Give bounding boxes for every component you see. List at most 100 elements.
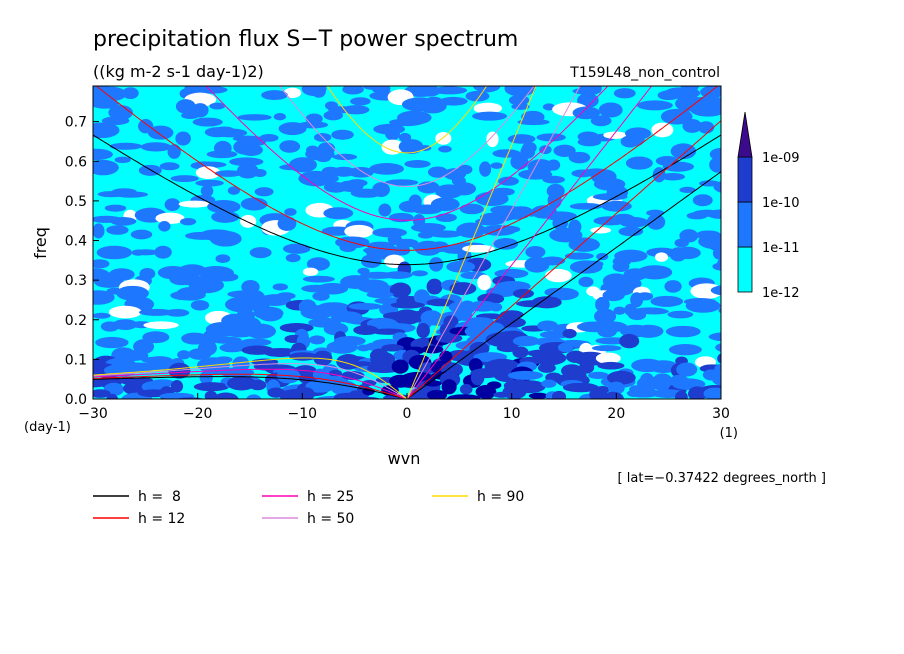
- spectrum-patch: [302, 267, 319, 276]
- spectrum-patch: [167, 144, 181, 159]
- spectrum-patch: [626, 388, 661, 398]
- spectrum-patch: [165, 308, 190, 317]
- spectrum-patch: [178, 200, 211, 208]
- spectrum-patch: [511, 103, 530, 110]
- legend-label: h = 50: [307, 511, 354, 527]
- legend-label: h = 90: [477, 489, 524, 505]
- spectrum-patch: [390, 301, 426, 309]
- spectrum-patch: [155, 212, 185, 224]
- spectrum-patch: [613, 88, 636, 99]
- spectrum-patch: [93, 148, 113, 161]
- spectrum-patch: [668, 344, 702, 356]
- colorbar-band: [737, 156, 753, 203]
- spectrum-patch: [176, 397, 204, 399]
- spectrum-patch: [207, 200, 241, 214]
- spectrum-patch: [578, 276, 594, 288]
- spectrum-patch: [713, 181, 721, 193]
- spectrum-patch: [562, 382, 599, 393]
- spectrum-patch: [637, 265, 673, 280]
- spectrum-patch: [675, 246, 701, 260]
- spectrum-patch: [308, 335, 326, 345]
- spectrum-patch: [93, 122, 120, 139]
- spectrum-patch: [316, 154, 331, 163]
- spectrum-patch: [277, 216, 297, 231]
- spectrum-patch: [95, 336, 129, 349]
- legend: h = 8 h = 12 h = 25 h = 50 h = 90: [93, 489, 524, 527]
- spectrum-patch: [246, 394, 262, 399]
- spectrum-patch: [190, 300, 210, 311]
- kelvin-curve-h50: [406, 86, 581, 399]
- spectrum-patch: [385, 127, 400, 141]
- spectrum-patch: [665, 325, 701, 338]
- spectrum-patch: [473, 86, 501, 93]
- spectrum-patch: [245, 323, 277, 339]
- spectrum-patch: [108, 305, 142, 319]
- spectrum-patch: [323, 207, 354, 220]
- spectrum-patch: [497, 176, 519, 186]
- x-tick-label: 20: [607, 406, 625, 422]
- spectrum-patch: [707, 236, 721, 251]
- spectrum-patch: [606, 370, 636, 385]
- spectrum-patch: [385, 179, 419, 186]
- spectrum-patch: [568, 237, 600, 252]
- spectrum-patch: [383, 271, 413, 279]
- spectrum-patch: [206, 150, 238, 159]
- spectrum-patch: [215, 254, 231, 263]
- spectrum-patch: [93, 290, 115, 305]
- spectrum-patch: [518, 169, 553, 180]
- spectrum-patch: [456, 309, 473, 321]
- spectrum-patch: [674, 238, 689, 248]
- spectrum-patch: [195, 86, 228, 94]
- gravity-curve-h90: [326, 86, 488, 154]
- spectrum-patch: [429, 230, 463, 238]
- spectrum-patch: [457, 248, 472, 264]
- spectrum-patch: [568, 151, 591, 164]
- spectrum-patch: [692, 194, 713, 207]
- spectrum-patch: [112, 319, 138, 330]
- spectrum-patch: [317, 282, 349, 295]
- spectrum-patch: [542, 175, 565, 184]
- spectrum-patch: [646, 209, 665, 217]
- spectrum-patch: [551, 390, 567, 399]
- spectrum-patch: [493, 238, 519, 250]
- spectrum-patch: [594, 308, 617, 324]
- spectrum-patch: [170, 380, 184, 393]
- spectrum-patch: [168, 362, 191, 379]
- spectrum-patch: [542, 103, 555, 111]
- spectrum-patch: [215, 356, 233, 363]
- spectrum-patch: [717, 353, 721, 364]
- spectrum-patch: [564, 252, 594, 260]
- spectrum-patch: [569, 260, 603, 274]
- spectrum-patch: [703, 387, 721, 399]
- spectrum-patch: [654, 252, 669, 262]
- spectrum-patch: [418, 98, 447, 114]
- spectrum-patch: [528, 392, 549, 399]
- spectrum-patch: [608, 381, 625, 395]
- spectrum-patch: [389, 118, 424, 127]
- spectrum-patch: [159, 162, 180, 171]
- spectrum-patch: [490, 162, 503, 169]
- spectrum-patch: [416, 323, 430, 339]
- spectrum-patch: [209, 102, 226, 110]
- spectrum-patch: [193, 382, 230, 392]
- colorbar-band: [737, 201, 753, 248]
- spectrum-patch: [109, 142, 143, 150]
- spectrum-patch: [214, 272, 239, 282]
- rossby-curve-h8: [93, 376, 408, 399]
- x-tick-label: 0: [403, 406, 412, 422]
- spectrum-patch: [93, 389, 111, 398]
- spectrum-patch: [227, 376, 256, 391]
- spectrum-patch: [195, 179, 224, 187]
- spectrum-patch: [597, 361, 625, 370]
- spectrum-patch: [251, 138, 266, 146]
- spectrum-patch: [272, 283, 288, 291]
- spectrum-patch: [312, 291, 330, 301]
- spectrum-patch: [93, 159, 119, 176]
- spectrum-patch: [531, 351, 567, 366]
- spectrum-patch: [175, 131, 191, 146]
- spectrum-patch: [451, 182, 477, 196]
- spectrum-patch: [664, 280, 682, 293]
- spectrum-patch: [634, 324, 664, 338]
- spectrum-patch: [618, 226, 644, 237]
- spectrum-patch: [657, 90, 680, 101]
